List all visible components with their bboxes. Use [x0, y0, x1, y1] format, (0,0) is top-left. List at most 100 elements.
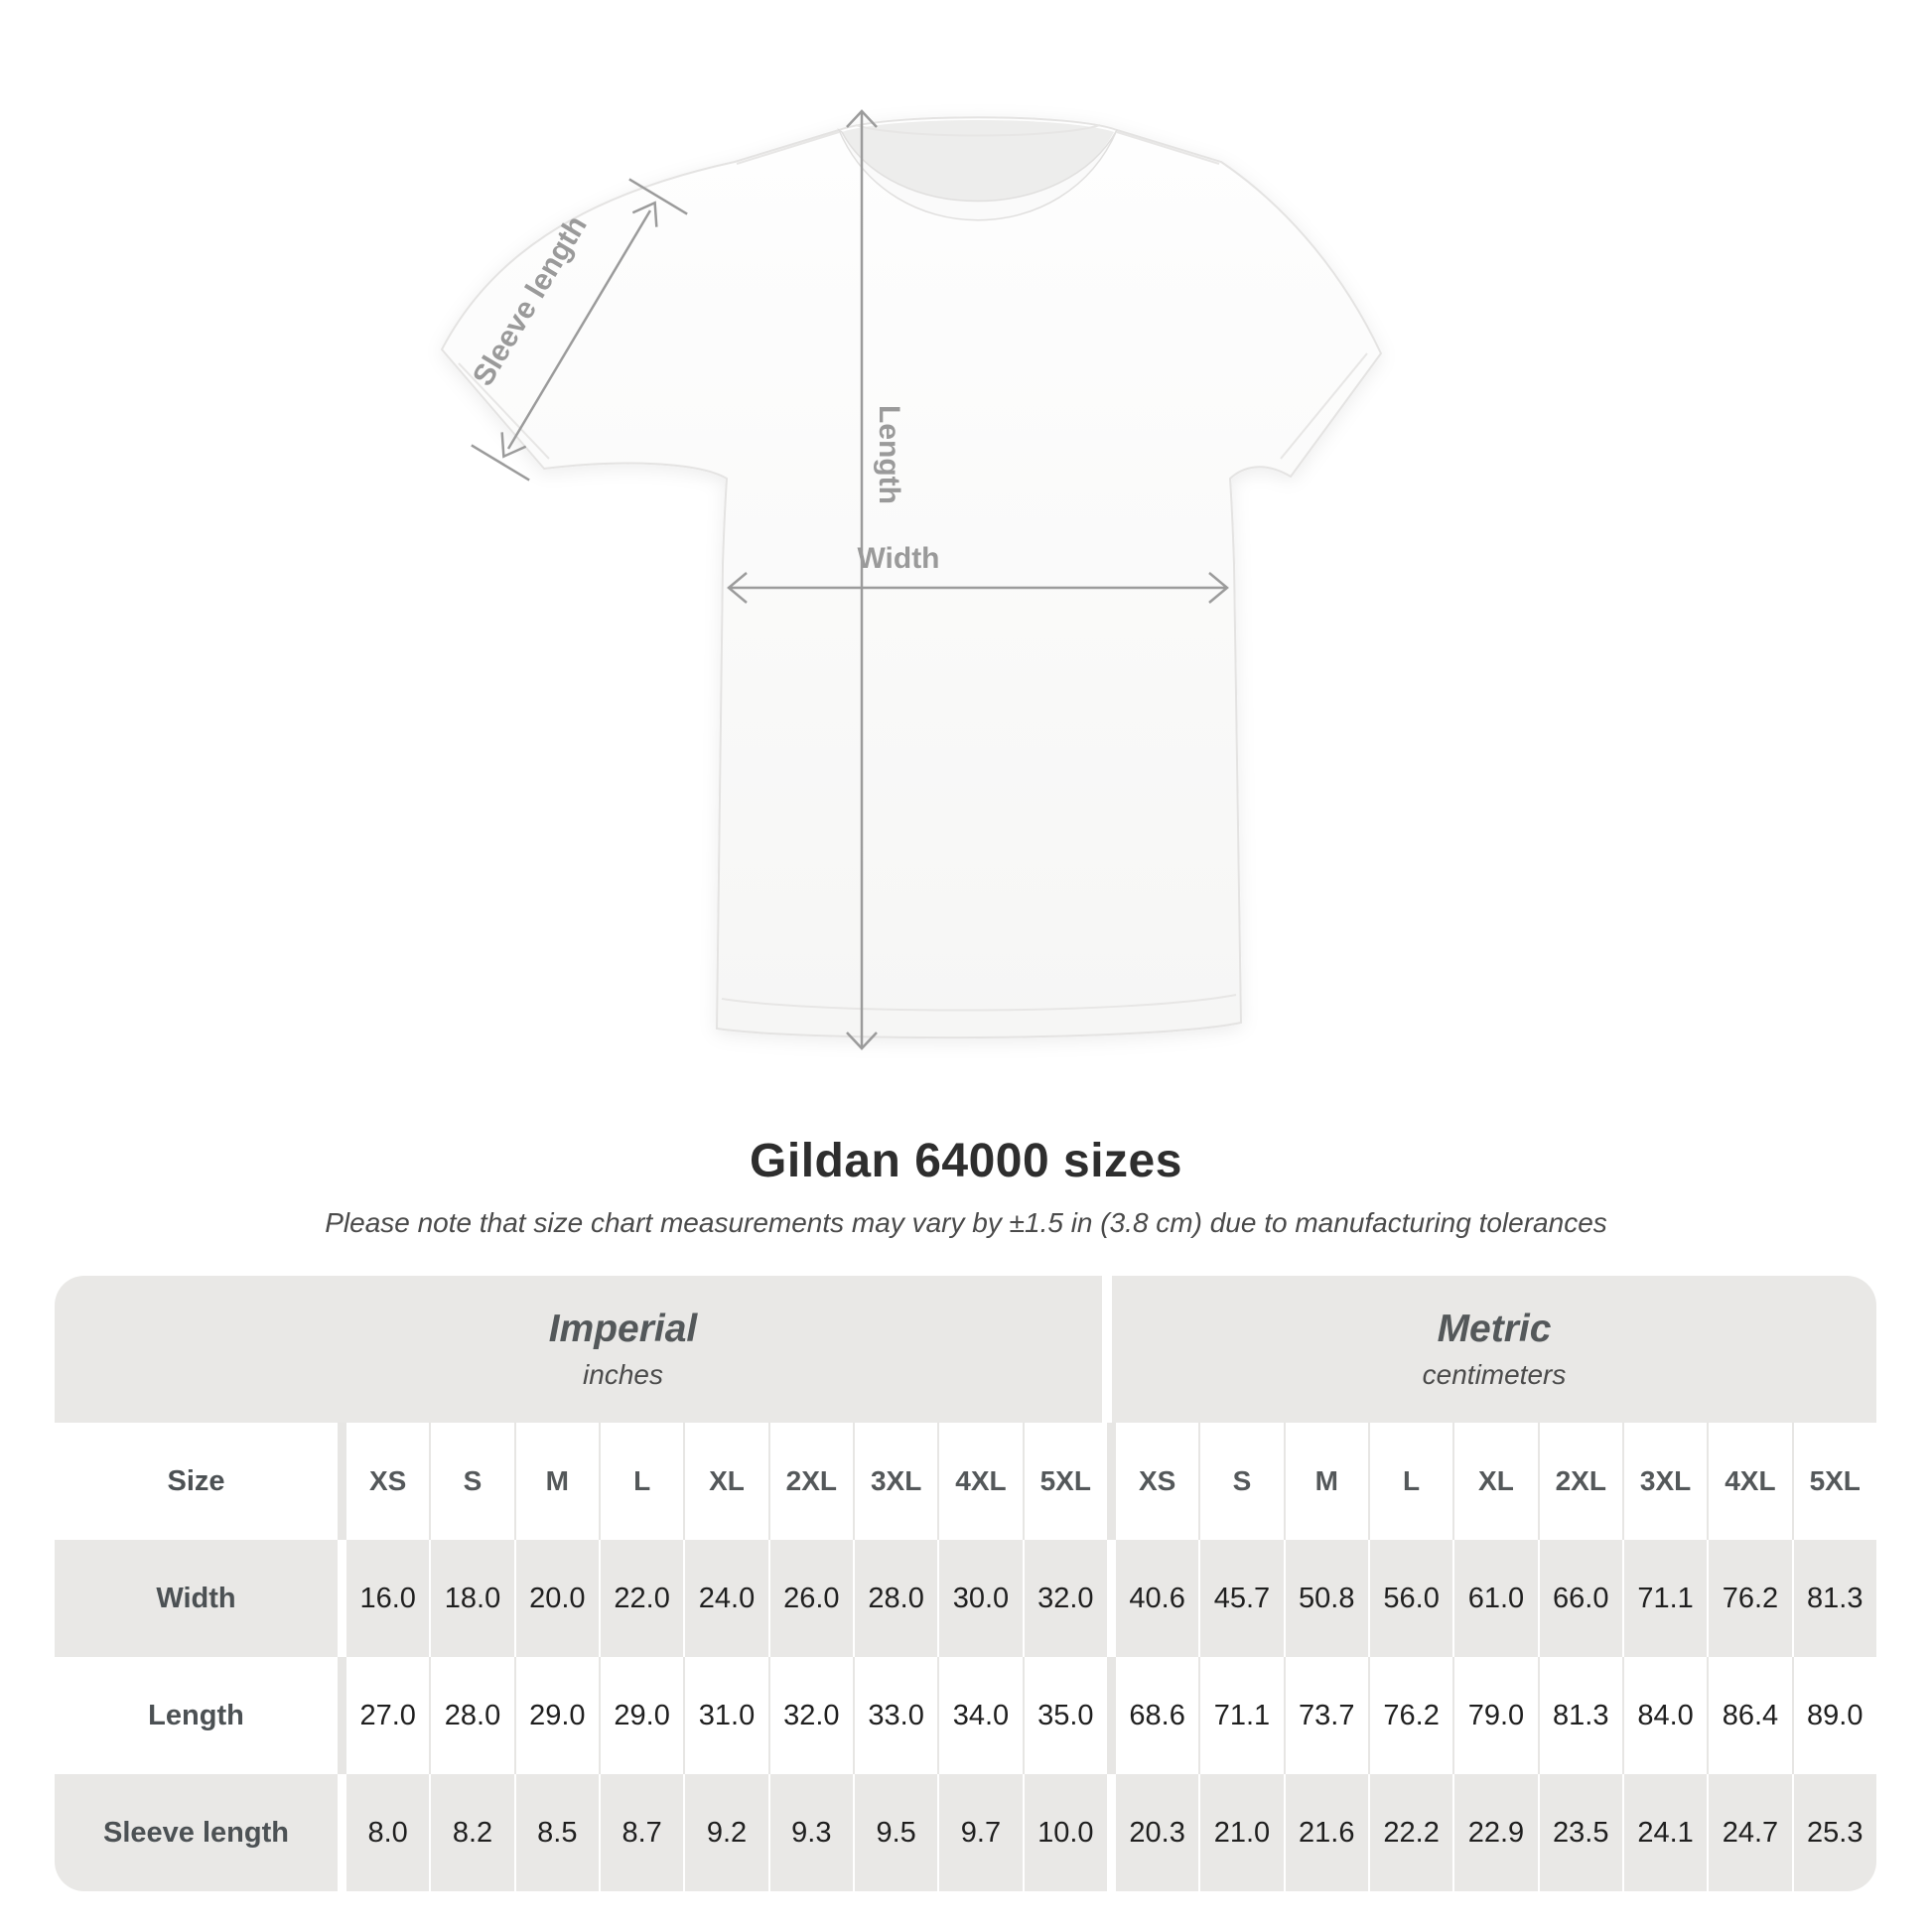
size-header: 3XL	[1621, 1423, 1707, 1540]
value-cell: 73.7	[1283, 1657, 1368, 1774]
value-cell: 28.0	[429, 1657, 513, 1774]
width-label: Width	[857, 542, 939, 575]
value-cell: 81.3	[1537, 1657, 1622, 1774]
value-cell: 24.0	[683, 1540, 767, 1657]
imperial-unit: inches	[583, 1359, 663, 1390]
size-header: XL	[683, 1423, 767, 1540]
imperial-group-header: Imperial inches	[55, 1276, 1102, 1423]
value-cell: 24.7	[1707, 1774, 1791, 1891]
size-header: 3XL	[852, 1423, 937, 1540]
size-header: XS	[338, 1423, 429, 1540]
arrowhead-down-icon	[846, 1032, 878, 1050]
tshirt-illustration	[440, 116, 1383, 1039]
value-cell: 21.6	[1283, 1774, 1368, 1891]
value-cell: 30.0	[937, 1540, 1022, 1657]
metric-unit: centimeters	[1422, 1359, 1567, 1390]
value-cell: 8.7	[598, 1774, 683, 1891]
value-cell: 35.0	[1022, 1657, 1107, 1774]
size-header: XL	[1452, 1423, 1537, 1540]
value-cell: 9.5	[852, 1774, 937, 1891]
unit-header-band: Imperial inches Metric centimeters	[55, 1276, 1876, 1423]
value-cell: 8.5	[513, 1774, 599, 1891]
value-cell: 32.0	[767, 1657, 853, 1774]
value-cell: 8.2	[429, 1774, 513, 1891]
arrowhead-left-icon	[727, 572, 748, 604]
arrowhead-right-icon	[1208, 572, 1229, 604]
tshirt-body	[440, 116, 1383, 1039]
size-header: L	[598, 1423, 683, 1540]
value-cell: 68.6	[1106, 1657, 1198, 1774]
value-cell: 31.0	[683, 1657, 767, 1774]
value-cell: 86.4	[1707, 1657, 1791, 1774]
size-header: 4XL	[937, 1423, 1022, 1540]
page-subtitle: Please note that size chart measurements…	[325, 1207, 1607, 1238]
left-cuff-stitch	[458, 362, 550, 460]
metric-group-header: Metric centimeters	[1112, 1276, 1876, 1423]
value-cell: 71.1	[1198, 1657, 1283, 1774]
value-cell: 9.7	[937, 1774, 1022, 1891]
size-header: 2XL	[767, 1423, 853, 1540]
value-cell: 9.3	[767, 1774, 853, 1891]
right-shoulder-seam	[1116, 131, 1220, 165]
value-cell: 20.0	[513, 1540, 599, 1657]
value-cell: 28.0	[852, 1540, 937, 1657]
value-cell: 8.0	[338, 1774, 429, 1891]
value-cell: 22.9	[1452, 1774, 1537, 1891]
size-header: 5XL	[1022, 1423, 1107, 1540]
value-cell: 71.1	[1621, 1540, 1707, 1657]
value-cell: 45.7	[1198, 1540, 1283, 1657]
value-cell: 32.0	[1022, 1540, 1107, 1657]
value-cell: 29.0	[598, 1657, 683, 1774]
size-table: Imperial inches Metric centimeters Size …	[55, 1276, 1876, 1891]
value-cell: 33.0	[852, 1657, 937, 1774]
dimension-end-tick	[471, 444, 530, 482]
value-cell: 61.0	[1452, 1540, 1537, 1657]
hem-stitch	[721, 994, 1237, 1012]
value-cell: 9.2	[683, 1774, 767, 1891]
table-header-row: Size XS S M L XL 2XL 3XL 4XL 5XL XS S M …	[55, 1423, 1876, 1540]
tshirt-measurement-diagram: Length Width Sleeve length	[440, 109, 1383, 1050]
collar-inner-seam	[855, 124, 1101, 137]
value-cell: 26.0	[767, 1540, 853, 1657]
group-divider	[1102, 1276, 1112, 1423]
size-header: M	[513, 1423, 599, 1540]
size-header: XS	[1106, 1423, 1198, 1540]
value-cell: 22.2	[1367, 1774, 1452, 1891]
value-cell: 16.0	[338, 1540, 429, 1657]
value-cell: 56.0	[1367, 1540, 1452, 1657]
row-label: Width	[156, 1582, 236, 1614]
width-dimension: Width	[727, 542, 1229, 604]
size-header: S	[429, 1423, 513, 1540]
size-header: 4XL	[1707, 1423, 1791, 1540]
value-cell: 18.0	[429, 1540, 513, 1657]
value-cell: 40.6	[1106, 1540, 1198, 1657]
value-cell: 29.0	[513, 1657, 599, 1774]
size-header: 2XL	[1537, 1423, 1622, 1540]
value-cell: 21.0	[1198, 1774, 1283, 1891]
size-header: L	[1367, 1423, 1452, 1540]
dimension-end-tick	[628, 178, 688, 215]
value-cell: 20.3	[1106, 1774, 1198, 1891]
metric-title: Metric	[1437, 1308, 1552, 1350]
value-cell: 81.3	[1791, 1540, 1876, 1657]
value-cell: 89.0	[1791, 1657, 1876, 1774]
value-cell: 34.0	[937, 1657, 1022, 1774]
value-cell: 84.0	[1621, 1657, 1707, 1774]
row-label: Sleeve length	[103, 1816, 289, 1849]
length-label: Length	[873, 405, 905, 504]
row-label: Length	[148, 1699, 244, 1731]
left-shoulder-seam	[736, 131, 840, 165]
collar-band	[837, 127, 1118, 221]
value-cell: 24.1	[1621, 1774, 1707, 1891]
table-row-sleeve-length: Sleeve length 8.0 8.2 8.5 8.7 9.2 9.3 9.…	[55, 1774, 1876, 1891]
size-header: 5XL	[1791, 1423, 1876, 1540]
imperial-title: Imperial	[548, 1308, 698, 1350]
value-cell: 23.5	[1537, 1774, 1622, 1891]
table-row-width: Width 16.0 18.0 20.0 22.0 24.0 26.0 28.0…	[55, 1540, 1876, 1657]
value-cell: 50.8	[1283, 1540, 1368, 1657]
neck-opening	[842, 120, 1114, 202]
size-header: M	[1283, 1423, 1368, 1540]
length-dimension: Length	[846, 109, 905, 1050]
size-header: S	[1198, 1423, 1283, 1540]
